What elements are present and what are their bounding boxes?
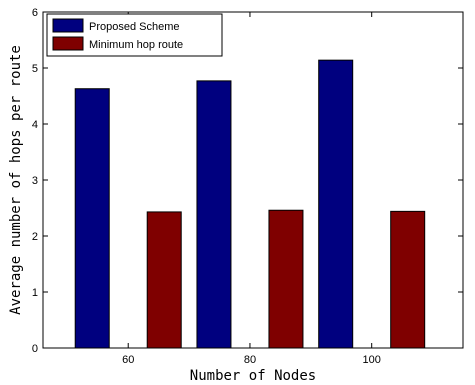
y-tick-label: 4: [32, 119, 38, 131]
bar-proposed-scheme-80: [196, 80, 232, 349]
x-tick-label: 60: [122, 354, 134, 366]
x-tick-label: 80: [244, 354, 256, 366]
bar-minimum-hop-route-100: [390, 210, 426, 349]
y-tick-label: 3: [32, 175, 38, 187]
bar-proposed-scheme-100: [318, 59, 354, 349]
y-tick-label: 6: [32, 7, 38, 19]
bars-layer: [74, 59, 426, 349]
y-tick-label: 1: [32, 287, 38, 299]
ticks-layer: 60 80 100 0 1 2 3 4 5 6: [32, 7, 463, 366]
x-tick-label: 100: [363, 354, 381, 366]
legend-label: Minimum hop route: [89, 39, 183, 51]
legend-swatch: [52, 18, 84, 33]
y-axis-title: Average number of hops per route: [8, 45, 24, 315]
y-tick-label: 5: [32, 63, 38, 75]
legend: Proposed Scheme Minimum hop route: [46, 13, 223, 57]
legend-swatch: [52, 36, 84, 51]
x-axis-title: Number of Nodes: [190, 368, 316, 384]
y-tick-label: 0: [32, 343, 38, 355]
bar-minimum-hop-route-60: [146, 211, 182, 349]
bar-proposed-scheme-60: [74, 88, 110, 349]
legend-label: Proposed Scheme: [89, 21, 180, 33]
bar-minimum-hop-route-80: [268, 209, 304, 349]
y-tick-label: 2: [32, 231, 38, 243]
